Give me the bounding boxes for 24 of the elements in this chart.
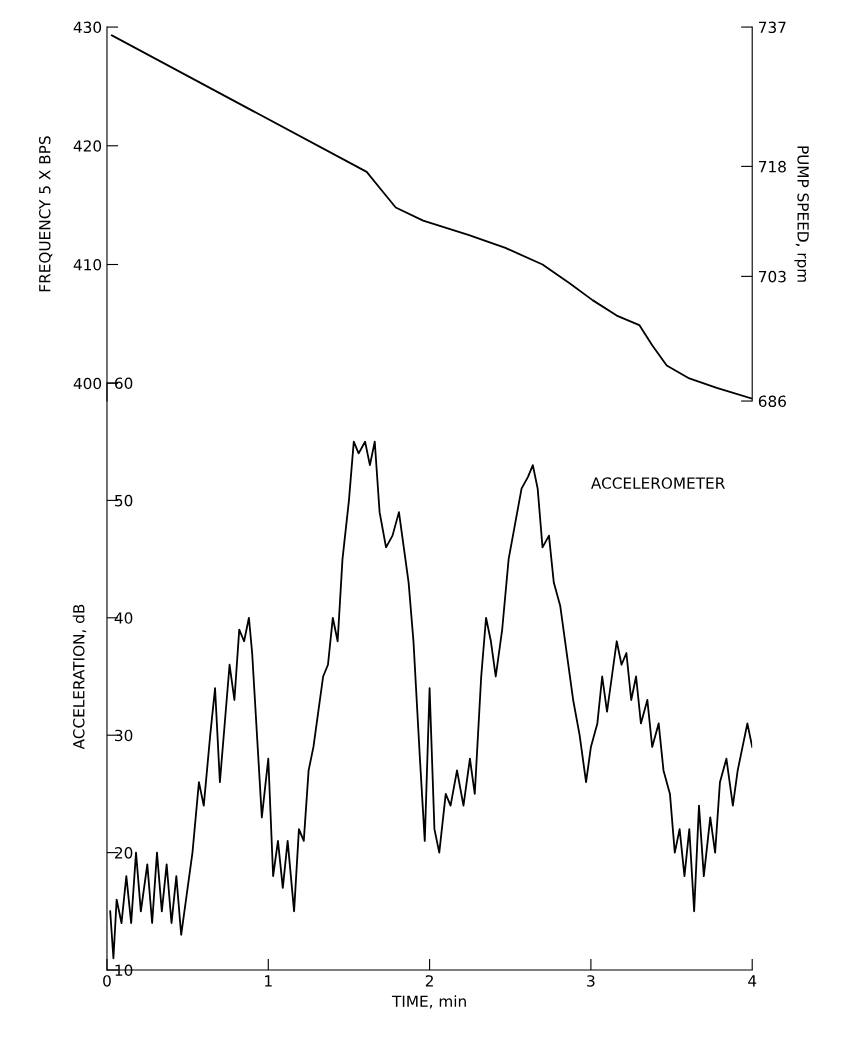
y-tick-label: 20 [115, 847, 133, 859]
y-tick-label: 430 [73, 21, 102, 34]
y2-tick-label: 703 [759, 270, 786, 283]
annotation: ACCELEROMETER [591, 477, 725, 489]
y-tick-label: 40 [114, 612, 133, 624]
x-tick-label: 3 [587, 975, 595, 987]
y2-tick-label: 718 [759, 160, 786, 173]
y-tick-label: 400 [73, 377, 102, 390]
y-tick-label: 10 [115, 964, 133, 977]
x-tick-label: 1 [265, 975, 272, 987]
x-axis-title: TIME, min [391, 995, 466, 1009]
y2-tick-label: 737 [759, 21, 786, 34]
y2-axis-title: PUMP SPEED, rpm [794, 146, 809, 282]
y-axis-title: ACCELERATION, dB [72, 604, 87, 750]
y-tick-label: 410 [73, 258, 102, 271]
x-tick-label: 0 [103, 975, 111, 987]
y-axis-title: FREQUENCY 5 X BPS [38, 136, 53, 292]
y-tick-label: 60 [114, 377, 133, 390]
y-tick-label: 30 [115, 729, 133, 742]
x-tick-label: 4 [748, 975, 757, 987]
y-tick-label: 50 [115, 494, 133, 507]
y-tick-label: 420 [73, 140, 102, 152]
y2-tick-label: 686 [758, 395, 786, 408]
x-tick-label: 2 [425, 975, 433, 987]
